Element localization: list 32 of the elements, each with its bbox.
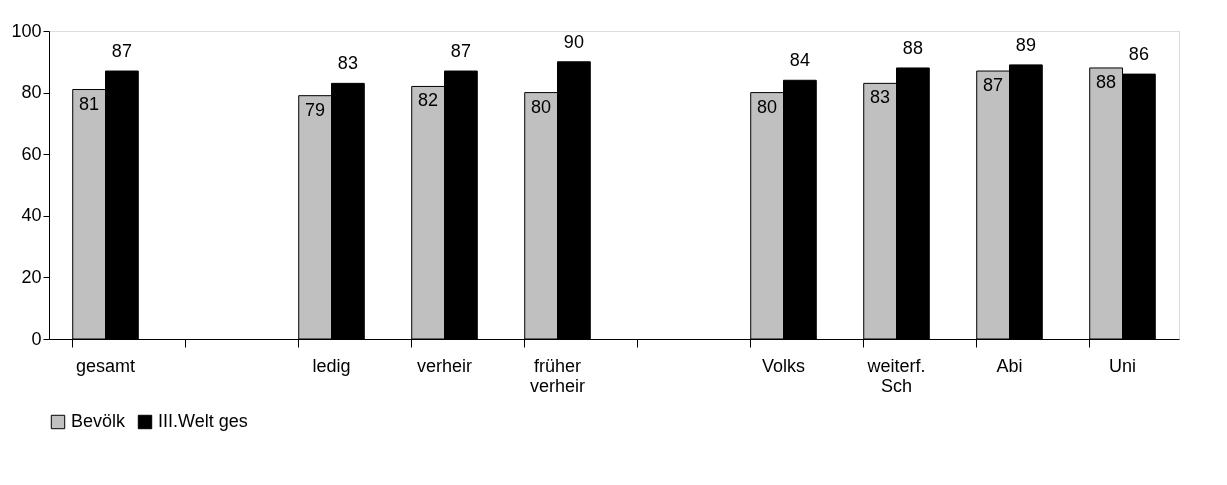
x-tick-label: früher verheir	[529, 355, 586, 396]
data-label: 86	[1128, 44, 1149, 65]
data-label: 88	[1096, 71, 1117, 92]
data-label: 84	[789, 50, 810, 71]
legend-label: Bevölk	[71, 411, 127, 431]
x-tick-label: verheir	[416, 355, 473, 376]
data-label: 89	[1015, 34, 1036, 55]
data-label: 80	[531, 96, 552, 117]
data-label: 79	[305, 99, 326, 120]
y-tick-label: 40	[21, 205, 42, 226]
x-tick-label: ledig	[312, 355, 351, 376]
y-tick-label: 0	[31, 328, 42, 349]
y-tick-label: 60	[21, 143, 42, 164]
x-tick-label: Abi	[996, 355, 1023, 376]
data-label: 81	[79, 93, 100, 114]
x-tick-label: weiterf. Sch	[866, 355, 926, 396]
data-label: 87	[983, 75, 1004, 96]
data-label: 90	[563, 31, 584, 52]
y-tick-label: 100	[11, 20, 42, 41]
data-label: 80	[757, 96, 778, 117]
x-tick-label: gesamt	[75, 355, 136, 376]
data-label: 83	[870, 87, 891, 108]
data-label: 87	[450, 41, 471, 62]
legend-label: III.Welt ges	[158, 411, 248, 431]
data-label: 88	[902, 37, 923, 58]
data-label: 87	[111, 41, 132, 62]
x-tick-label: Uni	[1108, 355, 1137, 376]
data-label: 83	[337, 53, 358, 74]
data-label: 82	[418, 90, 439, 111]
y-tick-label: 20	[21, 266, 42, 287]
y-tick-label: 80	[21, 82, 42, 103]
x-tick-label: Volks	[761, 355, 806, 376]
